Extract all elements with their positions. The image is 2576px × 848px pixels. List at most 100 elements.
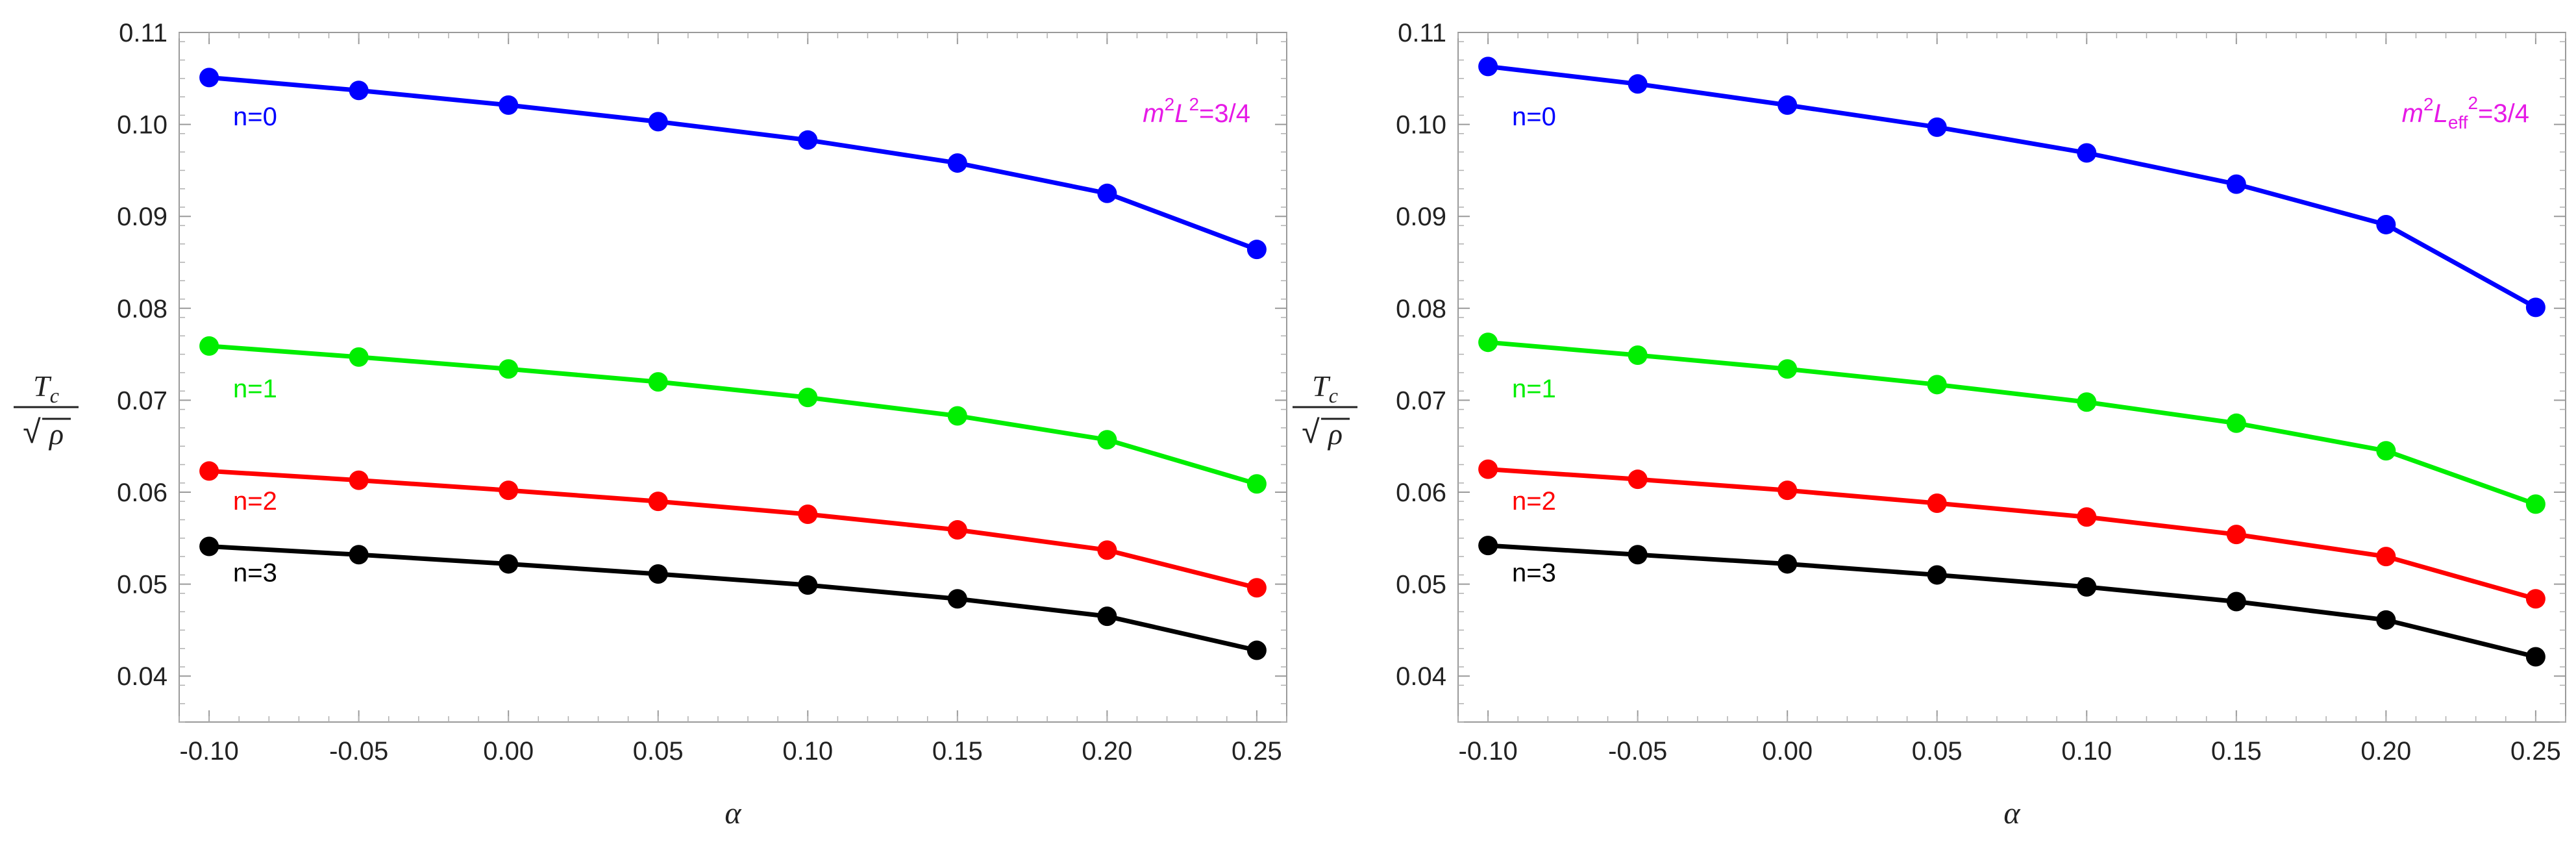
right-chart-panel: -0.10 -0.05 0.00 0.05 0.10 0.15 0.20 0.25 0.04 0.… <box>1293 19 2566 830</box>
series-label-n=2: n=2 <box>1512 487 1556 516</box>
data-point-n=0 <box>499 95 519 115</box>
data-point-n=2 <box>2077 507 2097 527</box>
x-tick-label: -0.05 <box>329 737 388 766</box>
x-tick-label: 0.10 <box>782 737 833 766</box>
data-point-n=0 <box>2226 174 2246 194</box>
data-point-n=3 <box>947 589 967 609</box>
series-line-n=1 <box>1487 340 2537 506</box>
data-point-n=3 <box>499 554 519 574</box>
data-point-n=2 <box>199 461 219 481</box>
x-tick-label: 0.10 <box>2061 737 2112 766</box>
x-tick-label: 0.20 <box>1082 737 1132 766</box>
data-point-n=3 <box>1478 536 1498 556</box>
series-label-n=0: n=0 <box>233 103 277 131</box>
data-point-n=3 <box>1246 640 1267 660</box>
data-point-n=2 <box>2525 589 2545 609</box>
data-point-n=1 <box>199 336 219 356</box>
left-chart-panel: -0.10 -0.05 0.00 0.05 0.10 0.15 0.20 0.25 0.04 0.… <box>14 19 1287 830</box>
data-point-n=1 <box>947 406 967 426</box>
parameter-annotation: m2L2=3/4 <box>1143 94 1250 128</box>
series-line-n=2 <box>208 468 1257 590</box>
data-point-n=0 <box>1097 183 1117 203</box>
y-label-numerator: Tc <box>1312 369 1338 407</box>
data-point-n=0 <box>1777 95 1798 115</box>
data-point-n=0 <box>947 153 967 173</box>
series-label-n=2: n=2 <box>233 487 277 516</box>
data-point-n=2 <box>2226 525 2246 545</box>
series-line-n=1 <box>208 343 1257 486</box>
data-point-n=1 <box>648 372 668 392</box>
y-axis-label: Tc √ ρ <box>14 369 79 451</box>
series-line-n=3 <box>208 544 1257 653</box>
y-tick-label: 0.10 <box>1396 111 1446 140</box>
data-point-n=2 <box>1478 459 1498 479</box>
x-tick-label: -0.05 <box>1608 737 1667 766</box>
y-tick-label: 0.10 <box>117 111 167 140</box>
plot-frame <box>1457 32 2566 723</box>
data-point-n=0 <box>648 112 668 132</box>
data-point-n=1 <box>1777 359 1798 379</box>
data-point-n=0 <box>1478 56 1498 77</box>
series-line-n=3 <box>1487 543 2536 659</box>
y-label-denominator: ρ <box>1327 418 1343 451</box>
x-axis-label: α <box>2003 796 2020 830</box>
plot-frame <box>179 32 1287 723</box>
y-tick-label: 0.04 <box>117 662 167 691</box>
data-point-n=2 <box>648 492 668 512</box>
y-label-numerator: Tc <box>33 369 59 407</box>
x-tick-label: 0.25 <box>1232 737 1282 766</box>
data-point-n=3 <box>1777 554 1798 574</box>
y-tick-label: 0.09 <box>1396 203 1446 231</box>
data-point-n=2 <box>798 504 818 524</box>
data-point-n=1 <box>1478 332 1498 353</box>
series-line-n=2 <box>1487 467 2536 601</box>
x-tick-label: 0.00 <box>1762 737 1813 766</box>
data-point-n=0 <box>349 81 369 101</box>
data-point-n=3 <box>2525 647 2545 667</box>
data-point-n=3 <box>798 575 818 595</box>
data-point-n=3 <box>199 536 219 556</box>
series-label-n=1: n=1 <box>233 375 277 403</box>
data-point-n=2 <box>1927 493 1947 513</box>
data-point-n=1 <box>2077 392 2097 412</box>
data-point-n=2 <box>1246 578 1267 598</box>
x-tick-label: -0.10 <box>180 737 239 766</box>
series-label-n=1: n=1 <box>1512 375 1556 403</box>
series-label-n=3: n=3 <box>1512 558 1556 587</box>
data-point-n=3 <box>349 545 369 565</box>
data-point-n=1 <box>1097 430 1117 450</box>
y-label-radical: √ <box>23 414 41 450</box>
y-tick-label: 0.11 <box>119 19 167 47</box>
data-point-n=1 <box>1628 345 1648 366</box>
data-point-n=3 <box>2376 610 2396 630</box>
x-tick-label: 0.05 <box>1912 737 1963 766</box>
x-tick-label: 0.20 <box>2360 737 2411 766</box>
data-point-n=2 <box>1777 480 1798 501</box>
data-point-n=1 <box>2376 441 2396 461</box>
data-point-n=0 <box>798 130 818 150</box>
y-tick-label: 0.04 <box>1396 662 1446 691</box>
data-point-n=1 <box>2226 413 2246 433</box>
data-point-n=3 <box>648 564 668 584</box>
x-axis-label: α <box>724 796 741 830</box>
data-point-n=0 <box>1246 240 1267 260</box>
y-tick-label: 0.09 <box>117 203 167 231</box>
data-point-n=1 <box>798 388 818 408</box>
x-tick-label: -0.10 <box>1459 737 1518 766</box>
x-tick-label: 0.15 <box>2211 737 2262 766</box>
series-label-n=0: n=0 <box>1512 103 1556 131</box>
y-tick-label: 0.05 <box>1396 571 1446 599</box>
data-point-n=0 <box>2077 143 2097 163</box>
data-point-n=2 <box>1628 469 1648 490</box>
series-label-n=3: n=3 <box>233 558 277 587</box>
parameter-annotation: m2Leff2=3/4 <box>2402 93 2529 132</box>
data-point-n=2 <box>2376 547 2396 567</box>
y-tick-label: 0.06 <box>117 479 167 507</box>
x-tick-label: 0.25 <box>2510 737 2561 766</box>
y-tick-label: 0.07 <box>1396 386 1446 415</box>
data-point-n=0 <box>1628 74 1648 94</box>
data-point-n=0 <box>2376 214 2396 234</box>
data-point-n=2 <box>947 520 967 540</box>
data-point-n=0 <box>1927 117 1947 137</box>
y-tick-label: 0.11 <box>1398 19 1446 47</box>
